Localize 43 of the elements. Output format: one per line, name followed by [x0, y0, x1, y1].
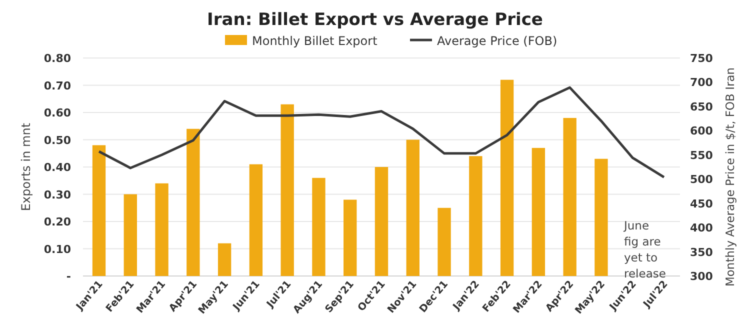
- bar: [438, 208, 451, 276]
- y-tick-label: 0.40: [44, 161, 72, 174]
- bar: [186, 128, 200, 276]
- y-tick-label: 0.10: [44, 242, 72, 256]
- bar: [594, 158, 608, 276]
- y2-tick-label: 450: [690, 197, 714, 210]
- y-tick-label: 0.80: [44, 52, 72, 65]
- bar: [406, 140, 420, 276]
- y2-axis-title: Monthly Average Price in $/t, FOB Iran: [723, 67, 737, 287]
- bar: [218, 243, 232, 276]
- y-tick-label: 0.70: [44, 79, 72, 92]
- legend-label: Average Price (FOB): [437, 34, 558, 48]
- legend-label: Monthly Billet Export: [252, 34, 378, 48]
- y-axis-title: Exports in mnt: [19, 122, 33, 212]
- bar: [280, 104, 294, 276]
- bar: [344, 200, 357, 276]
- y2-tick-label: 600: [690, 124, 714, 138]
- y2-tick-label: 750: [690, 52, 714, 65]
- bar: [155, 183, 168, 276]
- bar: [563, 118, 576, 276]
- y2-tick-label: 650: [690, 100, 714, 114]
- bar: [469, 156, 482, 276]
- bar: [249, 164, 263, 276]
- chart-title: Iran: Billet Export vs Average Price: [207, 10, 543, 30]
- y2-tick-label: 700: [690, 76, 714, 90]
- y-tick-label: 0.30: [44, 188, 72, 202]
- y-tick-label: 0.20: [44, 216, 72, 228]
- bar: [312, 178, 326, 276]
- bar: [374, 167, 388, 276]
- bar: [532, 148, 546, 276]
- line-series: [98, 86, 666, 178]
- y-tick-label: 0.50: [44, 134, 72, 147]
- y2-tick-label: 350: [690, 246, 714, 259]
- y2-tick-label: 550: [690, 148, 714, 162]
- bar: [92, 145, 106, 276]
- y-tick-label: -: [66, 270, 71, 283]
- y2-tick-label: 500: [690, 173, 714, 186]
- y2-tick-label: 300: [690, 270, 714, 283]
- annotation: June fig are yet to release: [623, 218, 666, 281]
- y-tick-label: 0.60: [44, 106, 72, 120]
- bar: [500, 80, 514, 276]
- bar: [124, 194, 137, 276]
- y2-tick-label: 400: [690, 222, 714, 235]
